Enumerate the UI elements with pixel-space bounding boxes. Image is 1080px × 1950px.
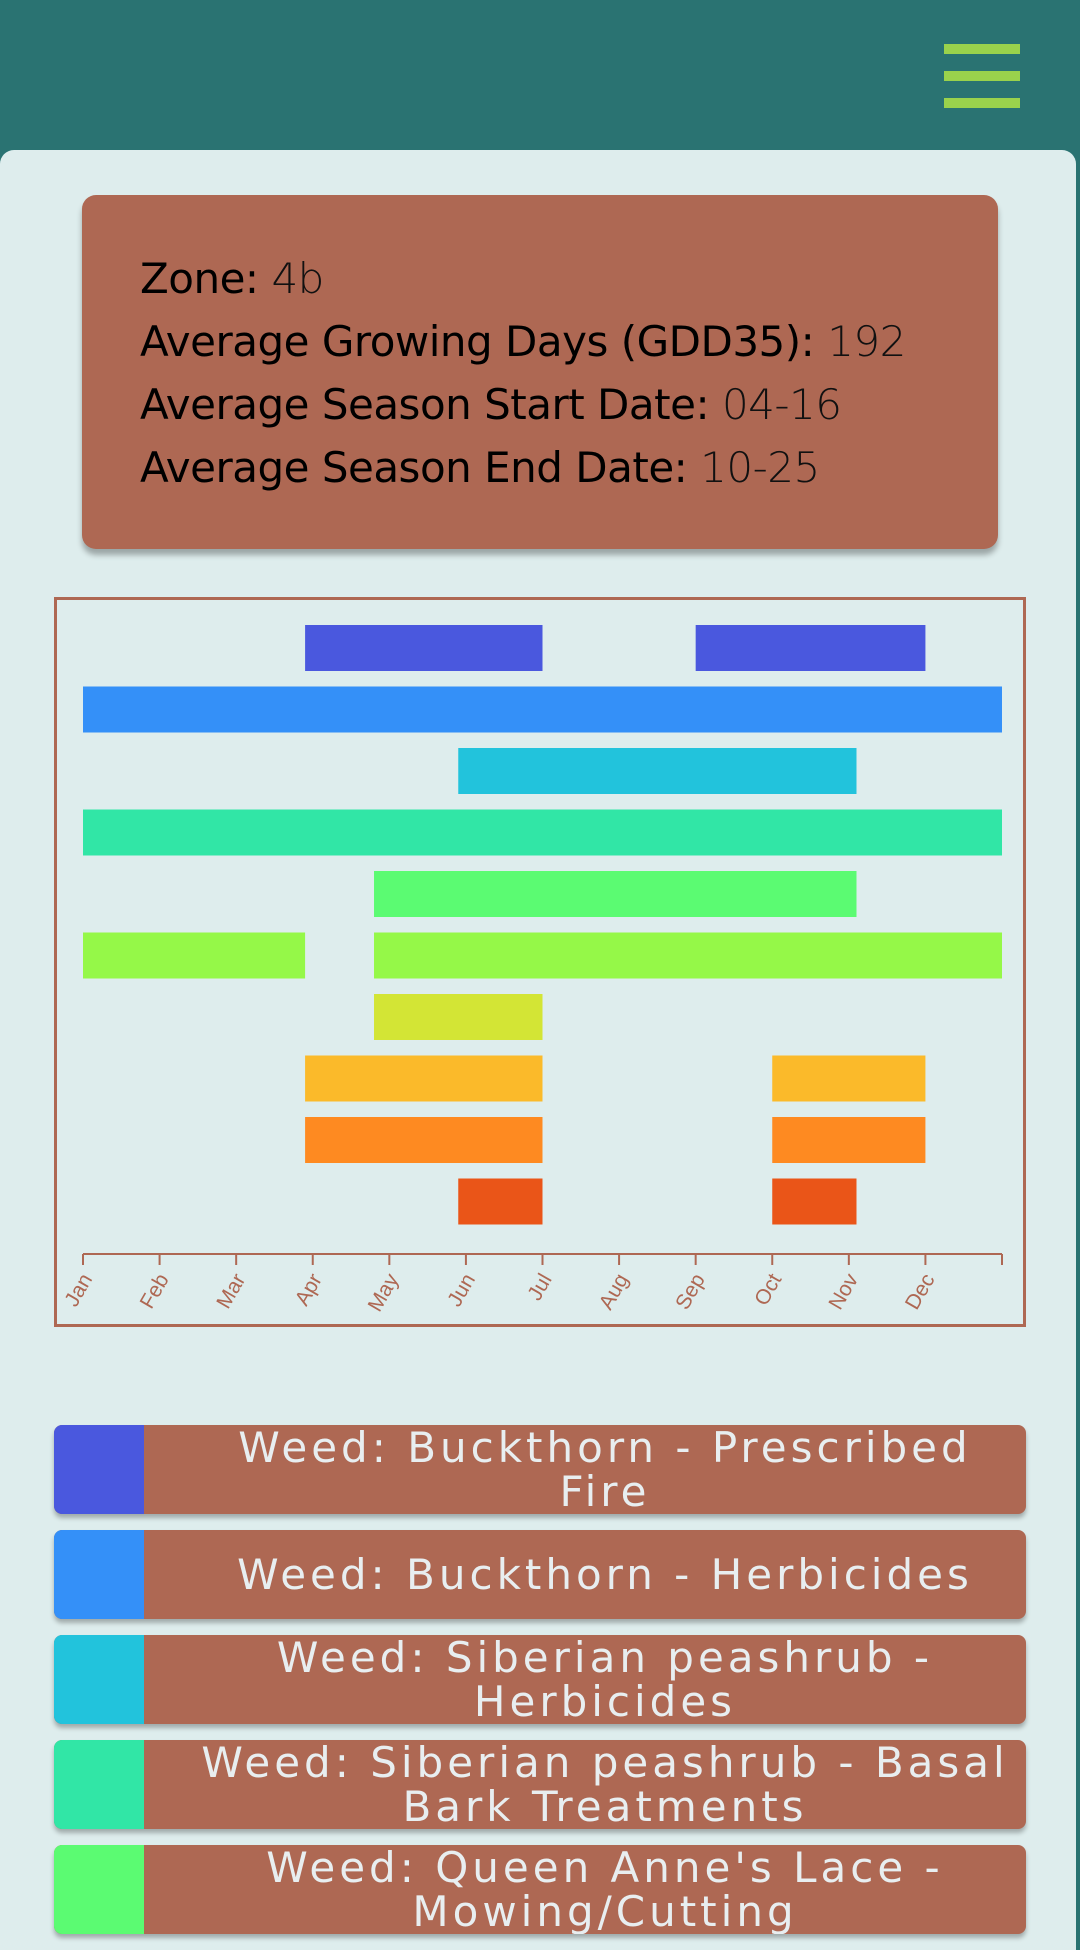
x-tick-label: Jul — [523, 1270, 556, 1305]
legend-item[interactable]: Weed: Siberian peashrub - Basal Bark Tre… — [54, 1740, 1026, 1829]
season-end-value: 10-25 — [700, 443, 820, 492]
zone-value: 4b — [271, 254, 324, 303]
x-tick-label: Nov — [824, 1269, 863, 1313]
legend-label: Weed: Siberian peashrub - Basal Bark Tre… — [201, 1740, 1009, 1829]
timeline-bar — [305, 1117, 543, 1163]
legend-label: Weed: Queen Anne's Lace - Mowing/Cutting — [266, 1845, 944, 1934]
legend-item[interactable]: Weed: Buckthorn - Prescribed Fire — [54, 1425, 1026, 1514]
gdd-label: Average Growing Days (GDD35): — [140, 317, 815, 366]
x-tick-label: Sep — [671, 1270, 710, 1314]
timeline-bar — [374, 871, 857, 917]
season-start-line: Average Season Start Date: 04-16 — [140, 373, 998, 436]
x-tick-label: Dec — [901, 1270, 940, 1314]
x-tick-label: Oct — [750, 1270, 786, 1310]
scrollbar[interactable] — [1076, 158, 1080, 1396]
season-end-line: Average Season End Date: 10-25 — [140, 436, 998, 499]
timeline-bar — [772, 1178, 857, 1225]
season-start-value: 04-16 — [721, 380, 842, 429]
timeline-bar — [695, 625, 926, 671]
zone-info-card: Zone: 4b Average Growing Days (GDD35): 1… — [82, 195, 998, 549]
gdd-value: 192 — [827, 317, 906, 366]
season-start-label: Average Season Start Date: — [140, 380, 710, 429]
legend-label: Weed: Buckthorn - Prescribed Fire — [238, 1425, 972, 1514]
legend-color-swatch — [54, 1425, 144, 1514]
timeline-bar — [305, 625, 543, 671]
timeline-bar — [83, 932, 306, 979]
legend-color-swatch — [54, 1635, 144, 1724]
menu-bar-line — [944, 98, 1020, 108]
legend-label: Weed: Buckthorn - Herbicides — [237, 1549, 973, 1599]
zone-label: Zone: — [140, 254, 259, 303]
x-tick-label: May — [364, 1269, 404, 1315]
legend-item[interactable]: Weed: Queen Anne's Lace - Mowing/Cutting — [54, 1845, 1026, 1934]
top-bar — [0, 0, 1080, 150]
timeline-bar — [374, 932, 1002, 979]
timeline-bar — [772, 1117, 926, 1163]
treatment-timeline-chart: Jan Feb Mar Apr May Jun Jul Aug Sep Oct Nov Dec — [54, 597, 1026, 1327]
x-tick-label: Jun — [443, 1270, 480, 1311]
season-end-label: Average Season End Date: — [140, 443, 688, 492]
legend-color-swatch — [54, 1530, 144, 1619]
menu-bar-line — [944, 44, 1020, 54]
chart-canvas: Jan Feb Mar Apr May Jun Jul Aug Sep Oct Nov Dec — [60, 625, 1003, 1316]
timeline-bar — [83, 686, 1002, 733]
hamburger-menu-icon[interactable] — [944, 44, 1020, 108]
timeline-bar — [458, 748, 857, 794]
zone-line: Zone: 4b — [140, 247, 998, 310]
timeline-bar — [374, 994, 543, 1040]
x-tick-label: Aug — [595, 1270, 634, 1314]
legend-color-swatch — [54, 1740, 144, 1829]
x-tick-label: Feb — [136, 1270, 174, 1313]
legend-label: Weed: Siberian peashrub - Herbicides — [276, 1635, 934, 1724]
legend-item[interactable]: Weed: Siberian peashrub - Herbicides — [54, 1635, 1026, 1724]
legend-color-swatch — [54, 1845, 144, 1934]
x-tick-label: Mar — [212, 1270, 250, 1313]
gdd-line: Average Growing Days (GDD35): 192 — [140, 310, 998, 373]
menu-bar-line — [944, 71, 1020, 81]
timeline-bar — [772, 1055, 926, 1102]
x-tick-label: Apr — [291, 1270, 327, 1310]
legend-item[interactable]: Weed: Buckthorn - Herbicides — [54, 1530, 1026, 1619]
timeline-bar — [83, 809, 1002, 856]
timeline-bar — [458, 1178, 543, 1225]
timeline-bar — [305, 1055, 543, 1102]
x-tick-label: Jan — [60, 1270, 97, 1311]
